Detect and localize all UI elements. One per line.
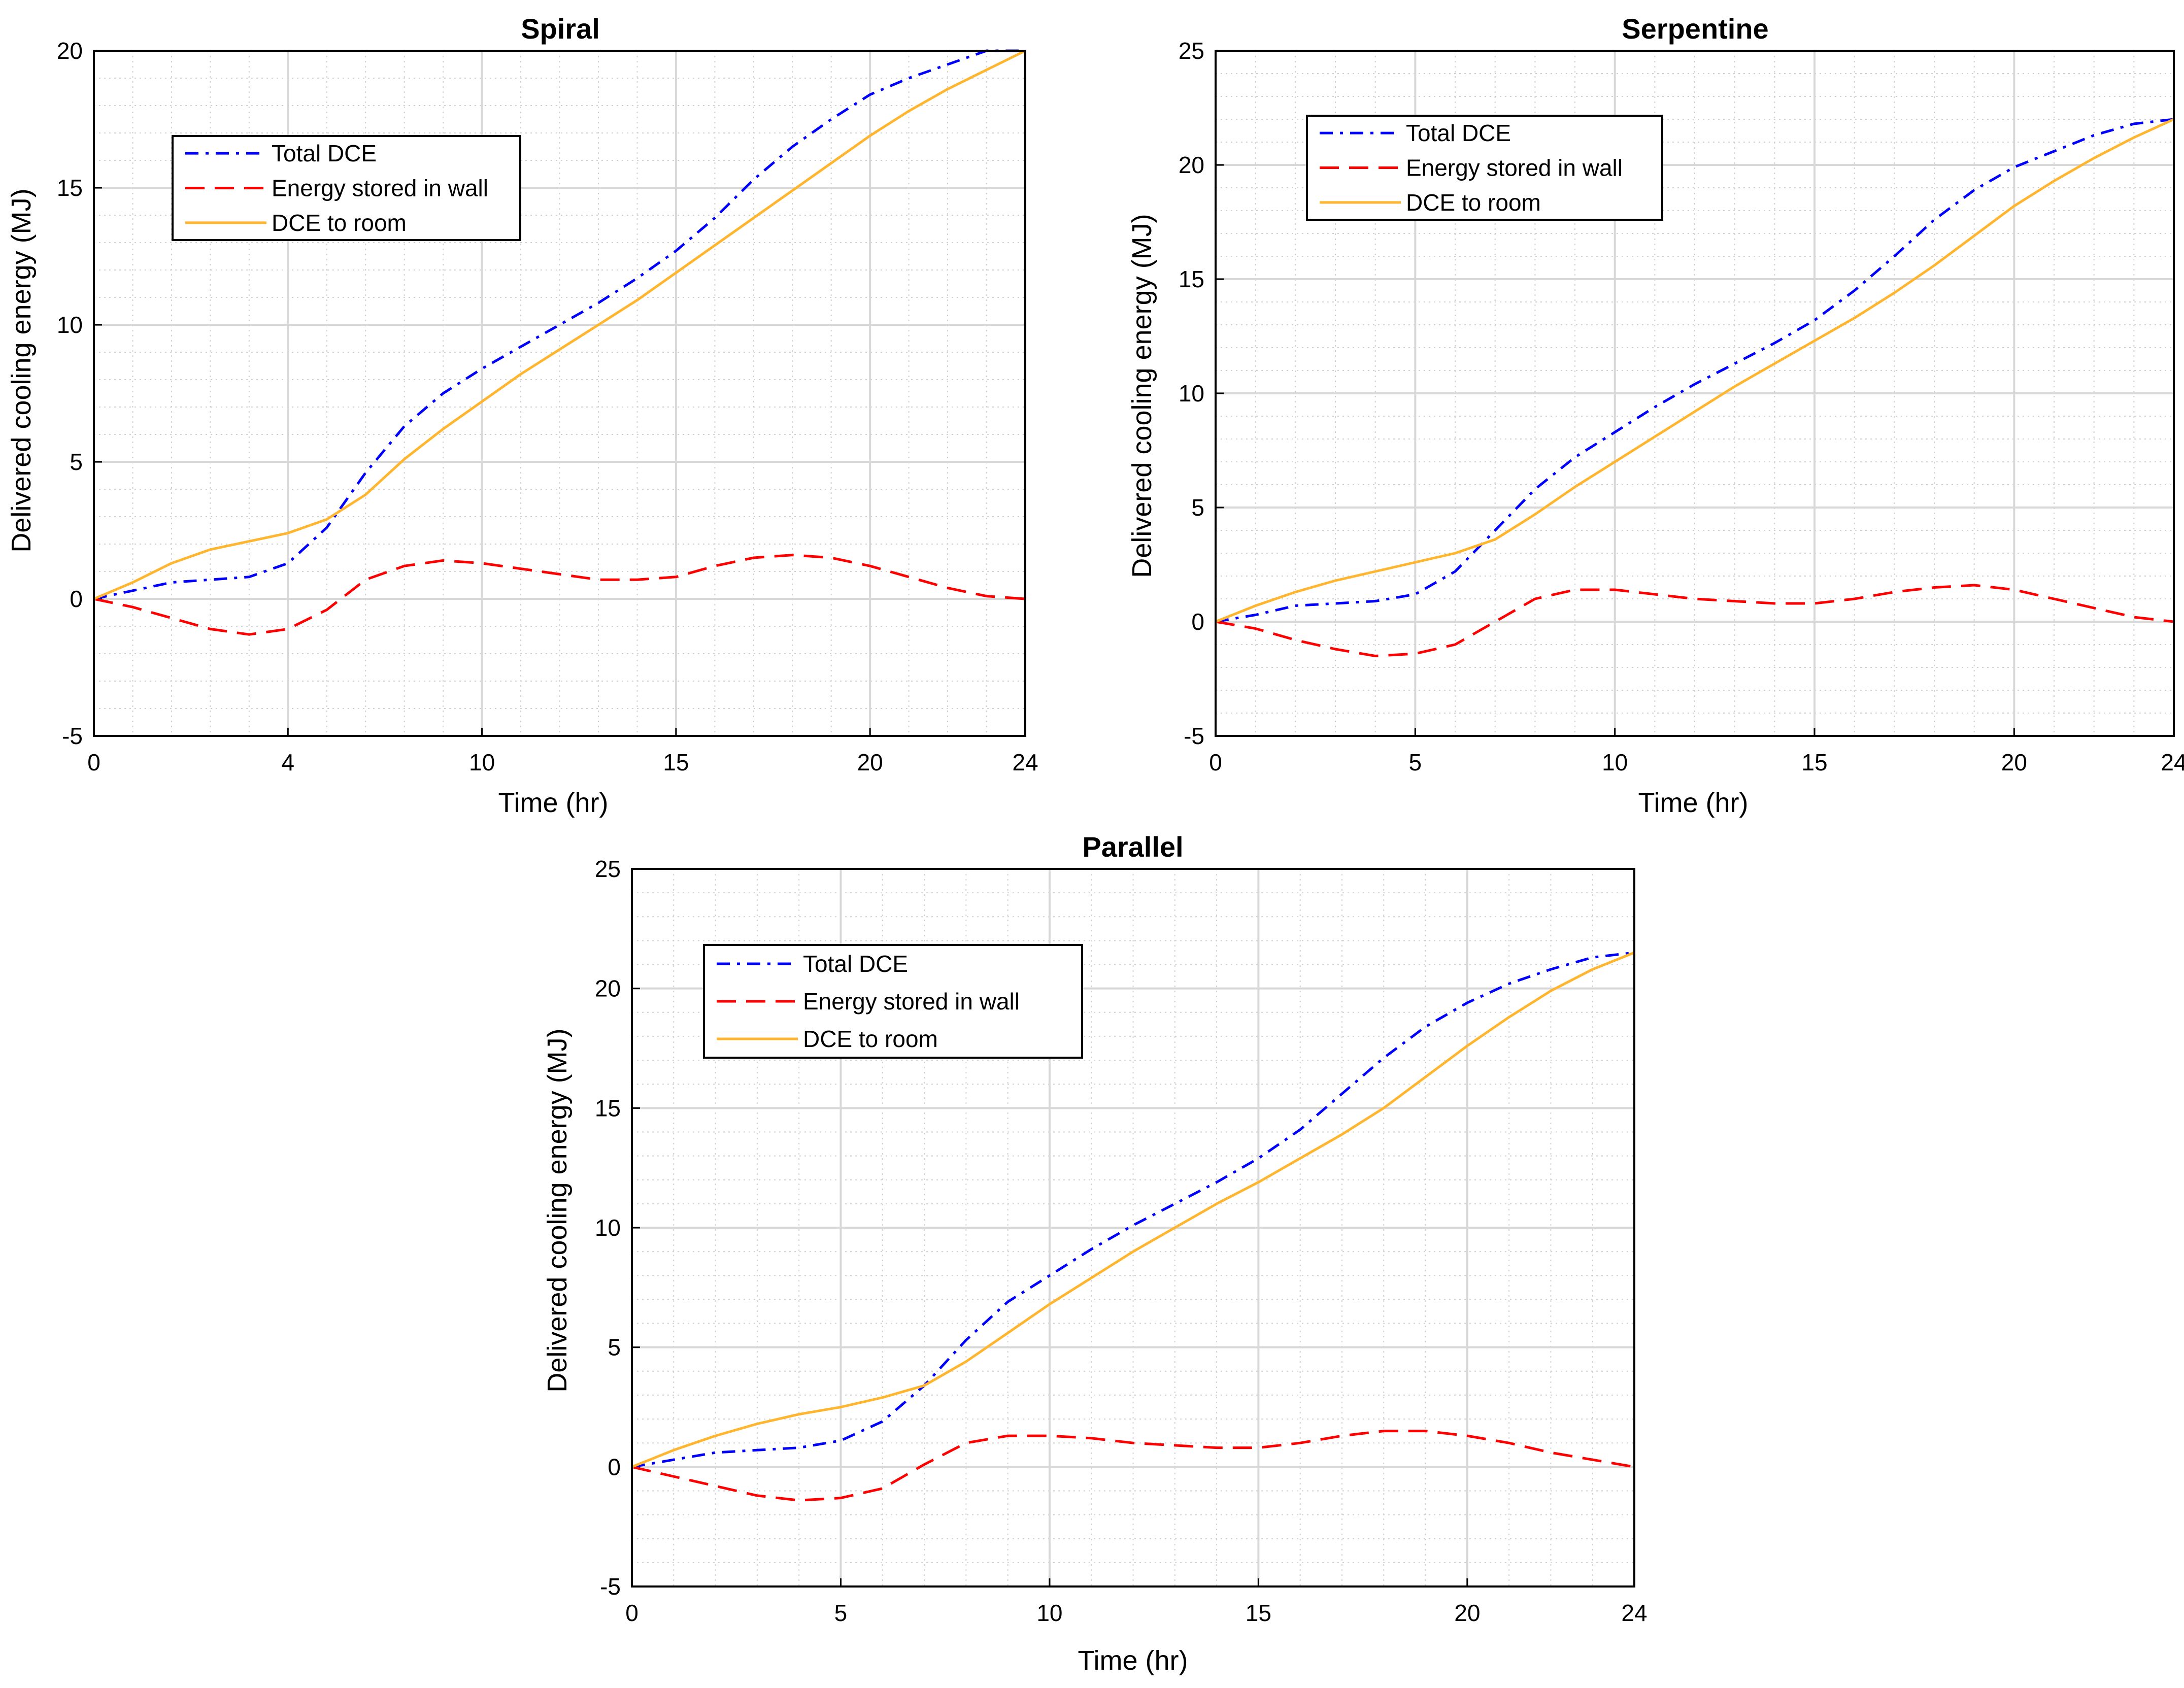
x-tick-label: 24 bbox=[2161, 749, 2184, 775]
x-tick-label: 0 bbox=[1209, 749, 1222, 775]
x-tick-label: 24 bbox=[1012, 749, 1038, 775]
x-tick-label: 15 bbox=[663, 749, 689, 775]
x-tick-label: 20 bbox=[1454, 1600, 1480, 1626]
y-tick-label: 15 bbox=[595, 1095, 621, 1121]
y-tick-label: -5 bbox=[1184, 723, 1204, 749]
x-axis-label: Time (hr) bbox=[1638, 788, 1749, 818]
y-axis-label: Delivered cooling energy (MJ) bbox=[1127, 214, 1157, 578]
plot-border bbox=[1215, 50, 2175, 737]
legend-label: DCE to room bbox=[803, 1026, 938, 1052]
y-tick-label: 0 bbox=[1191, 609, 1204, 635]
x-tick-label: 10 bbox=[1036, 1600, 1062, 1626]
y-tick-label: 5 bbox=[1191, 494, 1204, 521]
legend: Total DCE Energy stored in wall DCE to roo… bbox=[703, 944, 1083, 1059]
y-axis-label: Delivered cooling energy (MJ) bbox=[6, 188, 37, 552]
x-tick-label: 24 bbox=[1621, 1600, 1647, 1626]
y-tick-label: -5 bbox=[62, 723, 83, 749]
series-line-dce-to-room bbox=[631, 951, 1635, 1468]
series-line-total-dce bbox=[1215, 118, 2174, 623]
series-line-total-dce bbox=[631, 951, 1635, 1468]
legend-label: Total DCE bbox=[803, 951, 908, 977]
x-tick-label: 15 bbox=[1246, 1600, 1271, 1626]
x-tick-label: 5 bbox=[834, 1600, 848, 1626]
y-tick-label: 10 bbox=[1179, 380, 1204, 407]
y-tick-label: 20 bbox=[595, 975, 621, 1002]
legend-label: DCE to room bbox=[1406, 189, 1541, 216]
legend: Total DCE Energy stored in wall DCE to roo… bbox=[172, 135, 521, 241]
y-tick-label: 10 bbox=[595, 1214, 621, 1241]
x-tick-label: 10 bbox=[469, 749, 495, 775]
y-tick-label: 25 bbox=[1179, 38, 1204, 64]
x-tick-label: 4 bbox=[281, 749, 294, 775]
legend-label: Energy stored in wall bbox=[1406, 155, 1623, 181]
y-tick-label: 20 bbox=[1179, 152, 1204, 178]
series-line-energy-stored-in-wall bbox=[1215, 584, 2174, 657]
legend-label: DCE to room bbox=[272, 210, 407, 236]
legend: Total DCE Energy stored in wall DCE to roo… bbox=[1306, 115, 1663, 221]
x-axis-label: Time (hr) bbox=[498, 788, 609, 818]
serpentine-chart: Serpentine Time (hr) Delivered cooling e… bbox=[1127, 13, 2184, 818]
y-tick-label: 10 bbox=[57, 312, 83, 338]
x-tick-label: 15 bbox=[1801, 749, 1827, 775]
y-tick-label: 20 bbox=[57, 38, 83, 64]
y-tick-label: -5 bbox=[600, 1573, 621, 1600]
series-line-dce-to-room bbox=[1215, 118, 2175, 623]
legend-label: Energy stored in wall bbox=[803, 988, 1020, 1015]
legend-label: Total DCE bbox=[1406, 120, 1511, 146]
x-tick-label: 10 bbox=[1602, 749, 1628, 775]
legend-label: Total DCE bbox=[272, 140, 377, 166]
x-tick-label: 20 bbox=[2001, 749, 2027, 775]
x-axis-label: Time (hr) bbox=[1078, 1645, 1188, 1676]
plot-border bbox=[631, 868, 1635, 1588]
y-tick-label: 25 bbox=[595, 856, 621, 882]
x-tick-label: 5 bbox=[1409, 749, 1422, 775]
series-line-dce-to-room bbox=[93, 49, 1026, 600]
spiral-chart: Spiral Time (hr) Delivered cooling energ… bbox=[6, 13, 1038, 818]
legend-label: Energy stored in wall bbox=[272, 175, 488, 201]
parallel-chart: Parallel Time (hr) Delivered cooling ene… bbox=[542, 831, 1648, 1676]
y-tick-label: 0 bbox=[70, 586, 83, 612]
chart-title: Parallel bbox=[1082, 831, 1183, 863]
y-tick-label: 5 bbox=[70, 449, 83, 475]
x-tick-label: 20 bbox=[857, 749, 883, 775]
y-tick-label: 15 bbox=[1179, 266, 1204, 292]
y-tick-label: 15 bbox=[57, 175, 83, 201]
plot-border bbox=[93, 50, 1026, 737]
chart-title: Spiral bbox=[521, 13, 600, 45]
series-line-energy-stored-in-wall bbox=[631, 1430, 1635, 1502]
x-tick-label: 0 bbox=[87, 749, 100, 775]
y-tick-label: 0 bbox=[608, 1454, 621, 1480]
chart-title: Serpentine bbox=[1622, 13, 1768, 45]
x-tick-label: 0 bbox=[625, 1600, 639, 1626]
y-tick-label: 5 bbox=[608, 1334, 621, 1361]
series-line-total-dce bbox=[93, 49, 1025, 600]
series-line-energy-stored-in-wall bbox=[93, 554, 1026, 636]
y-axis-label: Delivered cooling energy (MJ) bbox=[542, 1028, 573, 1392]
